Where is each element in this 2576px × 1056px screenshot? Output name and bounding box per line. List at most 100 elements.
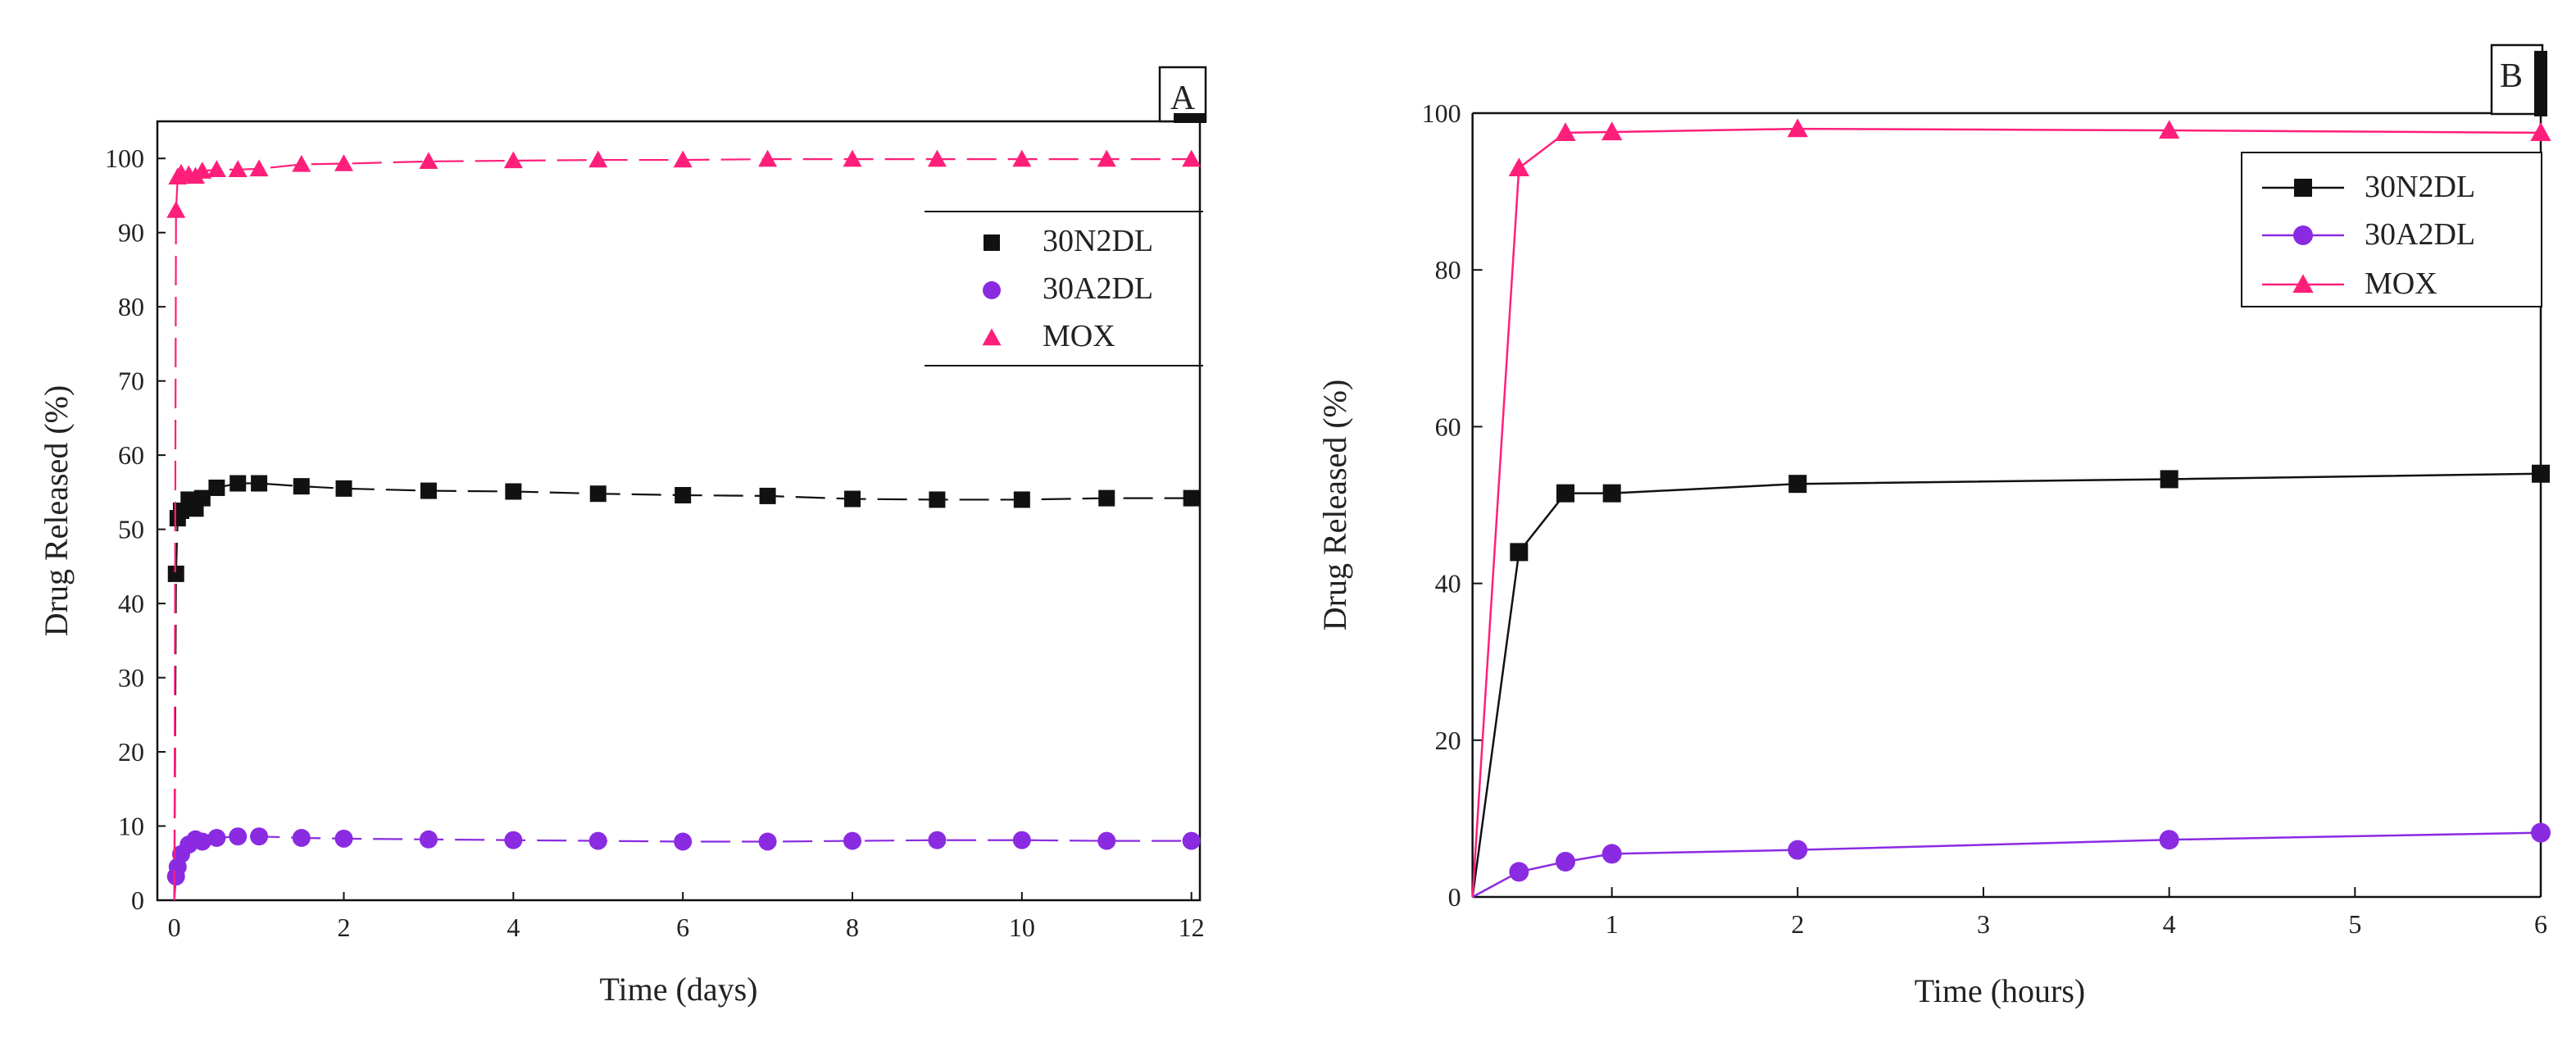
panel-a-y-tick-label: 60: [118, 440, 144, 470]
panel-a-y-tick-label: 80: [118, 292, 144, 321]
panel-b-series-line-30n2dl: [1471, 472, 2542, 898]
panel-a-point-30n2dl: [1098, 489, 1115, 507]
panel-b-legend: 30N2DL 30A2DL MOX: [2241, 152, 2542, 307]
panel-b-label-box-shadow: [2534, 51, 2547, 116]
panel-a-legend-marker-mox: [982, 328, 1002, 346]
panel-a-label: A: [1170, 80, 1196, 117]
panel-b-legend-marker-30n2dl: [2294, 179, 2312, 197]
panel-b-y-tick-label: 100: [1422, 98, 1461, 128]
panel-a-point-mox: [503, 151, 523, 169]
panel-a-x-tick-label: 10: [1009, 913, 1035, 942]
panel-a-y-tick-label: 30: [118, 663, 144, 693]
panel-b-point-30n2dl: [1510, 543, 1529, 562]
panel-b-point-30n2dl: [1788, 475, 1807, 494]
panel-a-point-30a2dl: [229, 827, 248, 846]
panel-b-x-tick-label: 3: [1977, 909, 1990, 939]
panel-a-point-30a2dl: [758, 832, 777, 851]
panel-a-point-30a2dl: [843, 831, 861, 850]
panel-a-point-mox: [927, 149, 947, 167]
panel-b-point-30a2dl: [1556, 851, 1575, 872]
panel-a-legend-marker-30n2dl: [984, 234, 1000, 251]
panel-a-point-30a2dl: [674, 832, 693, 851]
panel-a-point-30n2dl: [1183, 489, 1200, 507]
panel-a-point-mox: [843, 149, 862, 167]
panel-a-point-30a2dl: [588, 831, 607, 850]
panel-a-point-mox: [1097, 149, 1116, 167]
panel-a-point-30a2dl: [250, 827, 269, 846]
panel-a-point-30a2dl: [292, 829, 311, 847]
panel-a-y-tick-label: 70: [118, 366, 144, 396]
panel-b-point-mox: [2159, 120, 2180, 139]
panel-a-y-tick-label: 50: [118, 515, 144, 544]
panel-b-point-30n2dl: [2160, 470, 2178, 489]
panel-b-plot-area: 0 20 40 60 80 100 1 2 3 4 5 6: [1422, 43, 2551, 939]
panel-a-point-mox: [193, 162, 212, 179]
panel-a-x-tick-label: 4: [507, 913, 520, 942]
panel-b-point-30a2dl: [1509, 862, 1529, 882]
panel-b-x-tick-label: 1: [1606, 909, 1619, 939]
panel-a-legend-label-mox: MOX: [1043, 319, 1115, 353]
panel-a-plot-area: 0 10 20 30 40 50 60 70 80 90 100 0 2 4 6 8 10 12: [105, 66, 1207, 942]
panel-b-y-tick-label: 80: [1435, 255, 1461, 284]
panel-a-point-mox: [334, 154, 354, 171]
panel-a-point-30n2dl: [167, 565, 184, 582]
panel-a: 0 10 20 30 40 50 60 70 80 90 100 0 2 4 6 8 10 12 Time (da…: [38, 66, 1207, 1008]
panel-a-x-tick-label: 12: [1179, 913, 1205, 942]
panel-a-x-tick-label: 8: [846, 913, 859, 942]
panel-b: 0 20 40 60 80 100 1 2 3 4 5 6 Time (hours) Drug Rel…: [1316, 43, 2551, 1009]
panel-b-x-tick-label: 6: [2534, 909, 2547, 939]
panel-a-point-30a2dl: [1012, 831, 1031, 849]
panel-a-point-30n2dl: [420, 482, 437, 499]
panel-b-point-30a2dl: [2159, 830, 2179, 850]
panel-a-point-30n2dl: [229, 475, 247, 492]
panel-a-point-30a2dl: [207, 829, 226, 847]
panel-a-point-30a2dl: [419, 830, 438, 849]
panel-b-point-30a2dl: [2531, 822, 2551, 843]
panel-a-point-mox: [166, 201, 186, 218]
panel-b-legend-marker-30a2dl: [2293, 225, 2313, 245]
panel-b-point-30a2dl: [1601, 844, 1622, 864]
panel-b-legend-label-mox: MOX: [2365, 266, 2437, 301]
panel-a-point-30a2dl: [504, 831, 523, 849]
panel-a-y-tick-label: 10: [118, 812, 144, 841]
panel-b-point-mox: [1508, 157, 1529, 177]
panel-a-point-30n2dl: [505, 483, 522, 500]
panel-a-y-tick-label: 0: [131, 885, 144, 915]
panel-b-point-mox: [2530, 122, 2551, 142]
panel-a-point-30n2dl: [208, 479, 225, 496]
panel-a-point-30n2dl: [293, 478, 310, 495]
panel-b-label: B: [2500, 57, 2523, 95]
panel-a-point-30n2dl: [1013, 491, 1030, 508]
panel-a-point-30n2dl: [193, 489, 211, 507]
panel-a-y-tick-label: 90: [118, 218, 144, 248]
panel-a-legend-label-30n2dl: 30N2DL: [1043, 224, 1153, 258]
panel-b-x-tick-label: 4: [2163, 909, 2176, 939]
panel-a-point-30n2dl: [251, 475, 268, 492]
panel-a-point-mox: [1012, 149, 1032, 167]
panel-b-point-30n2dl: [1556, 484, 1574, 503]
panel-b-series-line-30a2dl: [1472, 831, 2542, 899]
panel-a-point-mox: [673, 150, 693, 168]
panel-a-point-30a2dl: [334, 829, 353, 848]
panel-a-point-mox: [419, 152, 438, 170]
panel-a-point-mox: [207, 160, 226, 178]
panel-a-point-30n2dl: [759, 487, 776, 504]
panel-a-x-tick-label: 2: [338, 913, 351, 942]
panel-a-point-mox: [228, 160, 248, 178]
panel-a-point-30a2dl: [928, 831, 947, 849]
panel-b-x-tick-label: 2: [1791, 909, 1804, 939]
panel-b-x-tick-label: 5: [2348, 909, 2361, 939]
panel-a-x-tick-label: 6: [676, 913, 689, 942]
panel-a-x-tick-label: 0: [168, 913, 181, 942]
panel-a-x-axis-label: Time (days): [600, 971, 758, 1008]
panel-a-point-mox: [292, 154, 311, 172]
panel-a-point-mox: [758, 149, 778, 167]
panel-a-legend: 30N2DL 30A2DL MOX: [925, 211, 1203, 366]
panel-a-point-30n2dl: [675, 487, 692, 503]
panel-b-y-axis-label: Drug Released (%): [1316, 380, 1353, 631]
panel-b-point-mox: [1787, 118, 1808, 138]
panel-a-point-30n2dl: [844, 490, 861, 508]
panel-b-point-mox: [1555, 122, 1576, 142]
panel-a-frame: [156, 120, 1202, 902]
panel-b-legend-label-30n2dl: 30N2DL: [2365, 170, 2475, 204]
